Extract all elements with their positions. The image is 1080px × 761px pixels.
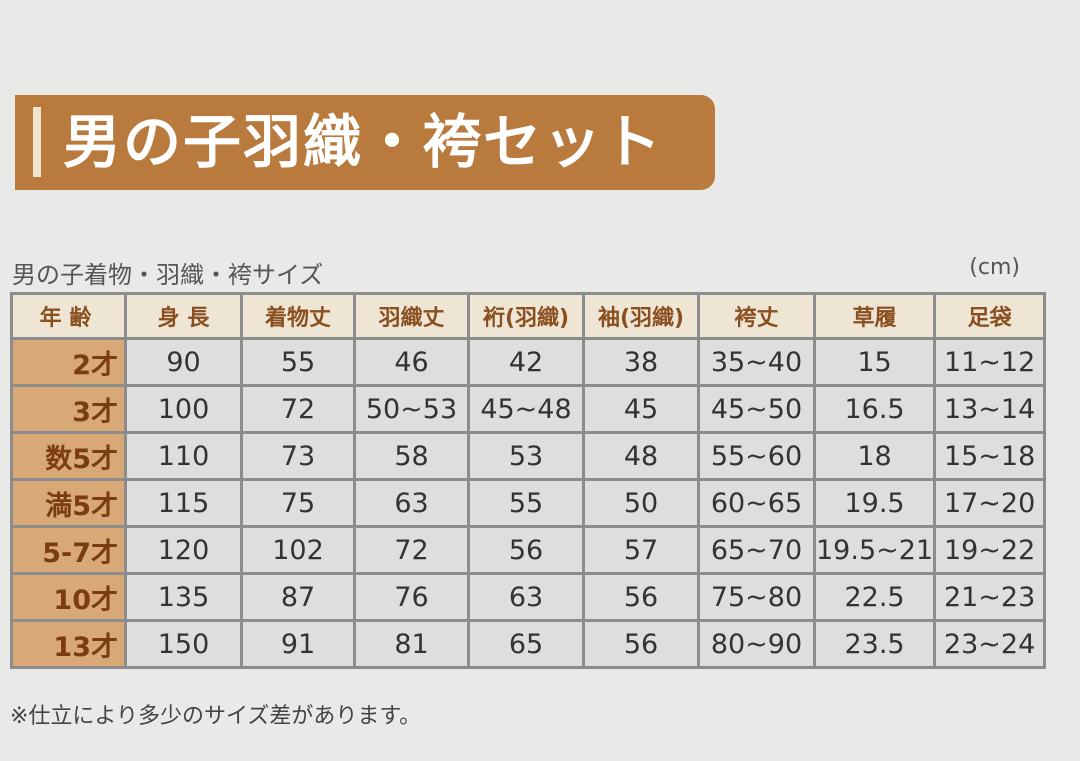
table-cell: 115 [127,481,240,525]
table-cell: 65~70 [700,528,813,572]
table-cell: 16.5 [816,387,934,431]
table-cell: 60~65 [700,481,813,525]
table-cell: 48 [585,434,697,478]
table-cell: 22.5 [816,575,934,619]
table-cell: 87 [243,575,353,619]
table-cell: 65 [470,622,582,666]
column-header: 足袋 [936,295,1044,337]
table-cell: 45 [585,387,697,431]
table-cell: 57 [585,528,697,572]
table-cell: 19.5 [816,481,934,525]
row-header: 2才 [13,340,124,384]
table-cell: 55 [243,340,353,384]
table-cell: 45~48 [470,387,582,431]
table-cell: 81 [356,622,467,666]
table-cell: 91 [243,622,353,666]
row-header: 5-7才 [13,528,124,572]
size-table: 年 齢身 長着物丈 羽織丈 裄(羽織) 袖(羽織) 袴丈 草履 足袋 2才 90 55 46 42 38… [10,292,1047,669]
table-cell: 23~24 [936,622,1044,666]
table-cell: 56 [585,622,697,666]
table-cell: 110 [127,434,240,478]
table-cell: 75 [243,481,353,525]
table-cell: 45~50 [700,387,813,431]
table-cell: 102 [243,528,353,572]
table-row: 2才 90 55 46 42 38 35~40 15 11~12 [13,340,1044,384]
table-cell: 50~53 [356,387,467,431]
table-cell: 46 [356,340,467,384]
table-cell: 15~18 [936,434,1044,478]
footnote: ※仕立により多少のサイズ差があります。 [10,704,422,729]
table-row: 満5才 115 75 63 55 50 60~65 19.5 17~20 [13,481,1044,525]
table-cell: 19~22 [936,528,1044,572]
table-caption: 男の子着物・羽織・袴サイズ [12,261,324,289]
table-cell: 55 [470,481,582,525]
table-row: 数5才 110 73 58 53 48 55~60 18 15~18 [13,434,1044,478]
title: 男の子羽織・袴セット [63,108,664,176]
table-cell: 38 [585,340,697,384]
unit-label: (cm) [969,255,1020,280]
table-cell: 35~40 [700,340,813,384]
table-cell: 17~20 [936,481,1044,525]
table-cell: 120 [127,528,240,572]
table-cell: 13~14 [936,387,1044,431]
table-row: 5-7才 120 102 72 56 57 65~70 19.5~21 19~22 [13,528,1044,572]
table-cell: 11~12 [936,340,1044,384]
table-row: 13才 150 91 81 65 56 80~90 23.5 23~24 [13,622,1044,666]
column-header: 袴丈 [700,295,813,337]
title-banner: 男の子羽織・袴セット [15,95,715,190]
table-cell: 53 [470,434,582,478]
header-row: 年 齢身 長着物丈 羽織丈 裄(羽織) 袖(羽織) 袴丈 草履 足袋 [13,295,1044,337]
table-cell: 90 [127,340,240,384]
column-header: 袖(羽織) [585,295,697,337]
table-cell: 56 [470,528,582,572]
row-header: 数5才 [13,434,124,478]
table-cell: 76 [356,575,467,619]
column-header: 着物丈 [243,295,353,337]
table-cell: 50 [585,481,697,525]
row-header: 13才 [13,622,124,666]
table-cell: 73 [243,434,353,478]
table-cell: 72 [356,528,467,572]
table-cell: 150 [127,622,240,666]
row-header: 3才 [13,387,124,431]
column-header: 羽織丈 [356,295,467,337]
table-cell: 80~90 [700,622,813,666]
table-row: 3才 100 72 50~53 45~48 45 45~50 16.5 13~14 [13,387,1044,431]
column-header: 裄(羽織) [470,295,582,337]
table-cell: 23.5 [816,622,934,666]
table-cell: 55~60 [700,434,813,478]
table-cell: 63 [356,481,467,525]
table-cell: 19.5~21 [816,528,934,572]
table-row: 10才 135 87 76 63 56 75~80 22.5 21~23 [13,575,1044,619]
table-cell: 135 [127,575,240,619]
table-cell: 56 [585,575,697,619]
table-cell: 21~23 [936,575,1044,619]
table-cell: 75~80 [700,575,813,619]
table-cell: 18 [816,434,934,478]
table-cell: 72 [243,387,353,431]
row-header: 10才 [13,575,124,619]
table-cell: 15 [816,340,934,384]
row-header: 満5才 [13,481,124,525]
table-cell: 58 [356,434,467,478]
table-cell: 42 [470,340,582,384]
column-header: 草履 [816,295,934,337]
table-cell: 100 [127,387,240,431]
column-header: 身 長 [127,295,240,337]
table-cell: 63 [470,575,582,619]
column-header: 年 齢 [13,295,124,337]
